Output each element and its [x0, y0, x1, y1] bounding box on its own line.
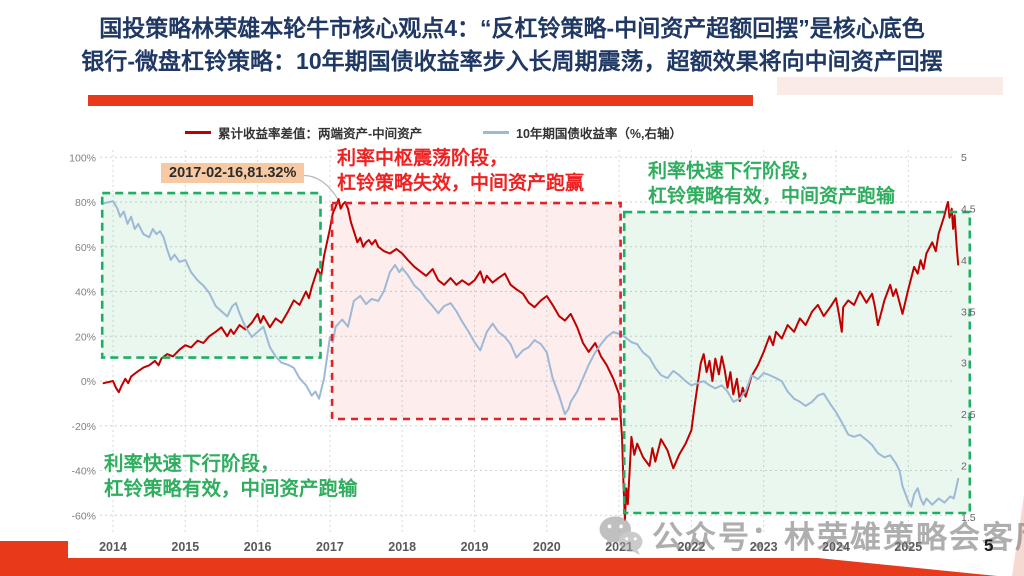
legend-swatch-red-line	[185, 131, 211, 134]
legend-swatch-blue-line	[483, 131, 509, 134]
series-treasury-yield	[102, 200, 960, 508]
annotation-rate-decline-right: 利率快速下行阶段， 杠铃策略有效，中间资产跑输	[648, 160, 895, 209]
left-axis-tick: 100%	[69, 152, 96, 164]
page-title-line1: 国投策略林荣雄本轮牛市核心观点4：“反杠铃策略-中间资产超额回摆”是核心底色	[99, 15, 925, 41]
annotation-rate-decline-left: 利率快速下行阶段， 杠铃策略有效，中间资产跑输	[104, 452, 358, 503]
annotation-rate-oscillation: 利率中枢震荡阶段， 杠铃策略失效，中间资产跑赢	[337, 147, 584, 196]
annotation-rate-decline-left-line2: 杠铃策略有效，中间资产跑输	[104, 478, 358, 501]
right-axis-tick: 2	[961, 461, 967, 473]
x-axis-tick: 2014	[99, 540, 127, 554]
annotation-rate-decline-right-line1: 利率快速下行阶段，	[648, 161, 820, 182]
right-axis-tick: 1.5	[961, 512, 976, 524]
x-axis-tick: 2016	[244, 540, 272, 554]
title-underline-bar	[88, 95, 753, 106]
region-border-left-green	[100, 191, 322, 359]
left-axis-tick: -40%	[71, 466, 96, 478]
annotation-rate-decline-right-line2: 杠铃策略有效，中间资产跑输	[648, 185, 896, 207]
right-axis-tick: 3	[961, 358, 967, 370]
region-fill-right-green	[624, 212, 970, 513]
x-axis-tick: 2022	[677, 540, 705, 554]
bottom-banner	[0, 541, 997, 576]
page-title: 国投策略林荣雄本轮牛市核心观点4：“反杠铃策略-中间资产超额回摆”是核心底色 银…	[40, 12, 984, 78]
x-axis-tick: 2025	[894, 540, 922, 554]
region-border-right-green	[622, 210, 972, 515]
left-axis-tick: 20%	[75, 331, 96, 343]
right-axis-tick: 3.5	[961, 306, 976, 318]
page-number: 5	[984, 536, 994, 555]
legend-label-treasury-yield: 10年期国债收益率（%,右轴）	[516, 127, 682, 141]
wechat-icon	[599, 515, 643, 555]
watermark: 公众号：林荣雄策略会客厅	[598, 512, 1024, 557]
legend-item-treasury-yield: 10年期国债收益率（%,右轴）	[483, 123, 682, 142]
right-axis-tick: 5	[961, 152, 967, 164]
x-axis-tick: 2020	[533, 540, 561, 554]
x-axis-tick: 2018	[388, 540, 416, 554]
peak-value-label: 2017-02-16,81.32%	[161, 163, 305, 183]
right-axis-tick: 4.5	[961, 203, 976, 215]
annotation-rate-decline-left-line1: 利率快速下行阶段，	[104, 453, 280, 475]
page-title-line2: 银行-微盘杠铃策略：10年期国债收益率步入长周期震荡，超额效果将向中间资产回摆	[81, 48, 943, 75]
axis-labels: 100% 80% 60% 40% 20% 0% -20% -40% -60% 5 4.5 4 3.5 3 2…	[69, 152, 976, 554]
right-axis-tick: 2.5	[961, 409, 976, 421]
x-axis-tick: 2019	[461, 540, 489, 554]
x-axis-tick: 2015	[171, 540, 199, 554]
left-axis-tick: 0%	[81, 376, 96, 388]
gridlines	[100, 150, 955, 535]
annotation-rate-oscillation-line2: 杠铃策略失效，中间资产跑赢	[337, 172, 585, 194]
decor-pink-corner	[1012, 495, 1024, 576]
watermark-text: 公众号：林荣雄策略会客厅	[652, 520, 1024, 555]
legend-label-cumulative-diff: 累计收益率差值：两端资产-中间资产	[218, 127, 423, 141]
decor-pink-strip	[777, 77, 1003, 95]
region-border-mid-red	[330, 201, 622, 421]
left-axis-tick: -60%	[71, 510, 96, 522]
left-axis-tick: 60%	[75, 242, 96, 254]
right-axis-tick: 4	[961, 255, 967, 267]
x-axis-tick: 2024	[822, 540, 850, 554]
region-fill-left-green	[102, 193, 321, 358]
series-cumulative-return-diff	[102, 198, 960, 521]
region-fill-mid-red	[332, 203, 621, 419]
left-axis-tick: -20%	[71, 421, 96, 433]
x-axis-tick: 2017	[316, 540, 344, 554]
legend-item-cumulative-diff: 累计收益率差值：两端资产-中间资产	[185, 123, 422, 142]
left-axis-tick: 40%	[75, 287, 96, 299]
annotation-rate-oscillation-line1: 利率中枢震荡阶段，	[337, 148, 509, 169]
left-axis-tick: 80%	[75, 197, 96, 209]
x-axis-tick: 2023	[750, 540, 778, 554]
